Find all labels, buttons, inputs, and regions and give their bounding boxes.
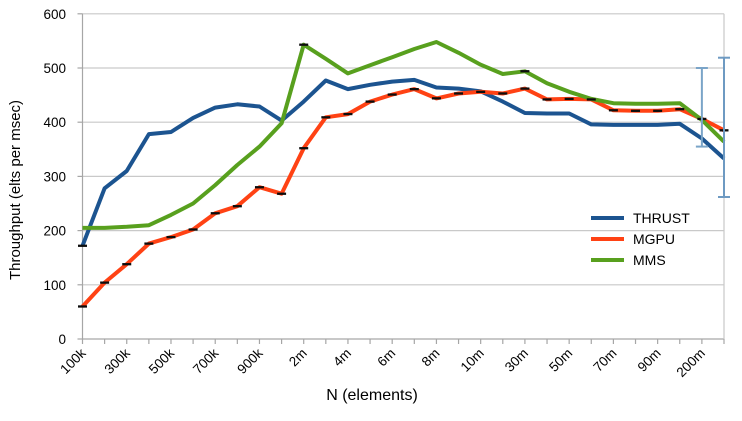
x-tick-label: 6m	[374, 346, 398, 370]
legend-item-mgpu: MGPU	[591, 229, 690, 249]
y-tick-label: 0	[58, 332, 66, 347]
legend-label-mgpu: MGPU	[633, 231, 675, 247]
x-tick-label: 90m	[635, 346, 664, 375]
legend-swatch-mgpu	[591, 237, 624, 241]
legend: THRUST MGPU MMS	[591, 208, 690, 271]
legend-label-mms: MMS	[633, 252, 666, 268]
series-line-mms	[82, 40, 726, 230]
series-line-thrust	[80, 77, 726, 247]
y-tick-label: 400	[43, 115, 66, 130]
y-tick-label: 300	[43, 169, 66, 184]
legend-label-thrust: THRUST	[633, 210, 690, 226]
x-tick-label: 30m	[502, 346, 531, 375]
series-line-mgpu	[81, 86, 725, 308]
y-tick-label: 200	[43, 224, 66, 239]
legend-item-thrust: THRUST	[591, 208, 690, 228]
x-tick-label: 200m	[674, 346, 708, 380]
x-tick-label: 50m	[546, 346, 575, 375]
y-tick-label: 100	[43, 278, 66, 293]
x-tick-label: 100k	[57, 345, 88, 376]
legend-swatch-thrust	[591, 216, 624, 220]
x-tick-label: 70m	[590, 346, 619, 375]
x-tick-label: 8m	[419, 346, 443, 370]
y-tick-label: 500	[43, 61, 66, 76]
x-tick-label: 900k	[234, 345, 265, 376]
y-tick-label: 600	[43, 7, 66, 22]
x-axis-title: N (elements)	[326, 387, 418, 404]
legend-swatch-mms	[591, 258, 624, 262]
x-tick-label: 700k	[190, 345, 221, 376]
x-tick-label: 300k	[102, 345, 133, 376]
x-tick-label: 2m	[286, 346, 310, 370]
x-tick-label: 500k	[146, 345, 177, 376]
x-tick-label: 10m	[458, 346, 487, 375]
legend-item-mms: MMS	[591, 250, 690, 270]
x-tick-label: 4m	[330, 346, 354, 370]
y-axis-title: Throughput (elts per msec)	[7, 99, 24, 281]
